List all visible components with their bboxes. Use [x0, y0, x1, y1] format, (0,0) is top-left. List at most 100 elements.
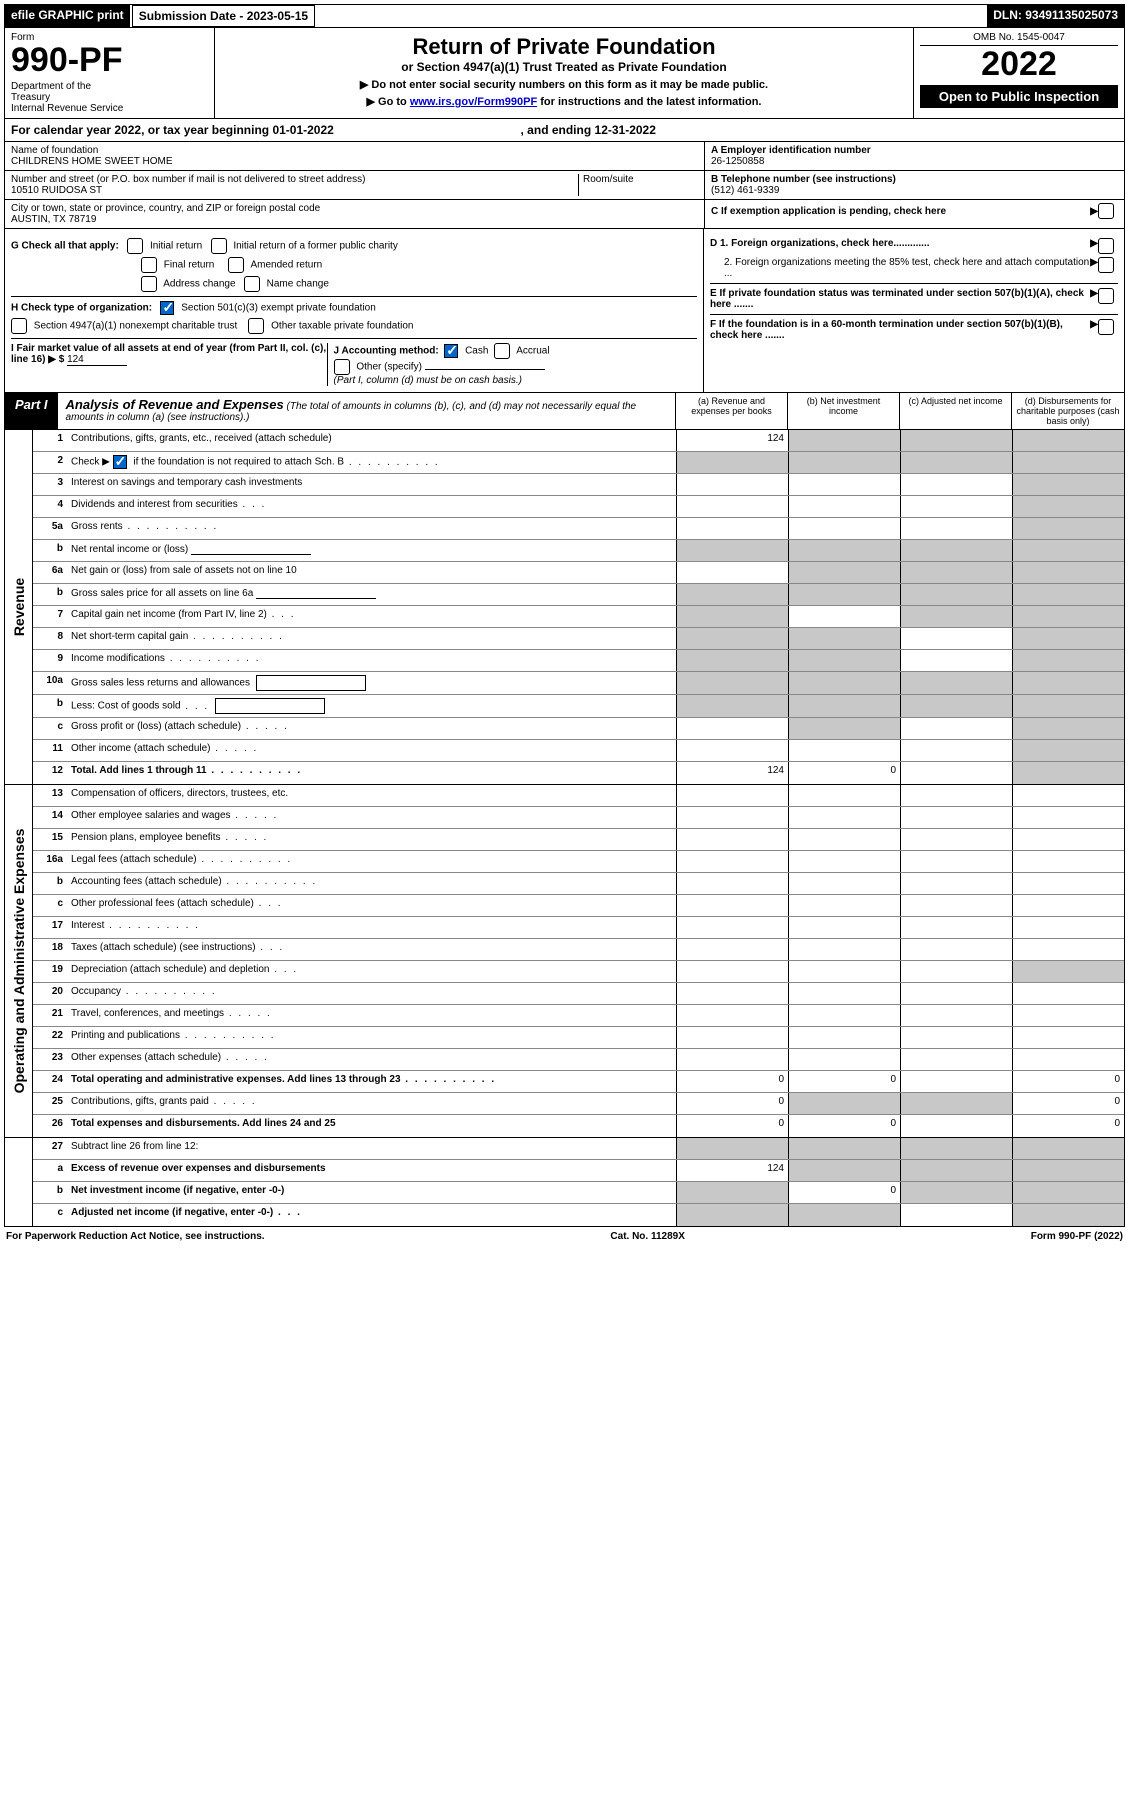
- arrow-icon: ▶: [1090, 288, 1098, 310]
- d1-checkbox[interactable]: [1098, 238, 1114, 254]
- b-label: B Telephone number (see instructions): [711, 174, 896, 185]
- note-suffix: for instructions and the latest informat…: [537, 96, 761, 108]
- line-27c: cAdjusted net income (if negative, enter…: [33, 1204, 1124, 1226]
- arrow-icon: ▶: [1090, 206, 1098, 217]
- f-checkbox[interactable]: [1098, 319, 1114, 335]
- footer: For Paperwork Reduction Act Notice, see …: [4, 1227, 1125, 1246]
- j-accrual-checkbox[interactable]: [494, 343, 510, 359]
- line-24: 24Total operating and administrative exp…: [33, 1071, 1124, 1093]
- g-amended: Amended return: [251, 260, 323, 271]
- line-21: 21Travel, conferences, and meetings: [33, 1005, 1124, 1027]
- addr-label: Number and street (or P.O. box number if…: [11, 174, 365, 185]
- schb-checkbox[interactable]: [113, 455, 127, 469]
- options-right: D 1. Foreign organizations, check here..…: [704, 229, 1124, 392]
- line-4: 4Dividends and interest from securities: [33, 496, 1124, 518]
- col-c: (c) Adjusted net income: [900, 393, 1012, 429]
- h-other-checkbox[interactable]: [248, 318, 264, 334]
- h-4947: Section 4947(a)(1) nonexempt charitable …: [34, 321, 237, 332]
- g-line3: Address change Name change: [11, 276, 697, 292]
- opex-label: Operating and Administrative Expenses: [5, 785, 33, 1137]
- line27-rows: 27Subtract line 26 from line 12: aExcess…: [33, 1138, 1124, 1226]
- line-5a: 5aGross rents: [33, 518, 1124, 540]
- d2-line: 2. Foreign organizations meeting the 85%…: [710, 257, 1118, 279]
- line-23: 23Other expenses (attach schedule): [33, 1049, 1124, 1071]
- form-subtitle: or Section 4947(a)(1) Trust Treated as P…: [221, 60, 907, 74]
- opex-section: Operating and Administrative Expenses 13…: [4, 785, 1125, 1138]
- addr-cell: Number and street (or P.O. box number if…: [5, 171, 704, 200]
- part-title: Analysis of Revenue and Expenses: [66, 397, 284, 412]
- j-other-line: [425, 369, 545, 370]
- line-6a: 6aNet gain or (loss) from sale of assets…: [33, 562, 1124, 584]
- line-16a: 16aLegal fees (attach schedule): [33, 851, 1124, 873]
- g-name-checkbox[interactable]: [244, 276, 260, 292]
- g-name: Name change: [267, 279, 329, 290]
- options-left: G Check all that apply: Initial return I…: [5, 229, 704, 392]
- j-other-checkbox[interactable]: [334, 359, 350, 375]
- h-501c3-checkbox[interactable]: [160, 301, 174, 315]
- identity-block: Name of foundation CHILDRENS HOME SWEET …: [4, 142, 1125, 229]
- line-11: 11Other income (attach schedule): [33, 740, 1124, 762]
- h-4947-checkbox[interactable]: [11, 318, 27, 334]
- g-line2: Final return Amended return: [11, 257, 697, 273]
- opex-rows: 13Compensation of officers, directors, t…: [33, 785, 1124, 1137]
- g-initial-checkbox[interactable]: [127, 238, 143, 254]
- line-10a: 10aGross sales less returns and allowanc…: [33, 672, 1124, 695]
- header-right: OMB No. 1545-0047 2022 Open to Public In…: [914, 28, 1124, 118]
- irs-link[interactable]: www.irs.gov/Form990PF: [410, 96, 537, 108]
- name-label: Name of foundation: [11, 145, 98, 156]
- e-label: E If private foundation status was termi…: [710, 288, 1090, 310]
- j-cash-checkbox[interactable]: [444, 344, 458, 358]
- g-amended-checkbox[interactable]: [228, 257, 244, 273]
- line-26: 26Total expenses and disbursements. Add …: [33, 1115, 1124, 1137]
- phone-cell: B Telephone number (see instructions) (5…: [705, 171, 1124, 200]
- options-grid: G Check all that apply: Initial return I…: [4, 229, 1125, 393]
- c-checkbox[interactable]: [1098, 203, 1114, 219]
- header-left: Form 990-PF Department of theTreasuryInt…: [5, 28, 215, 118]
- f-line: F If the foundation is in a 60-month ter…: [710, 314, 1118, 341]
- street: 10510 RUIDOSA ST: [11, 185, 102, 196]
- g-address-checkbox[interactable]: [141, 276, 157, 292]
- d2-label: 2. Foreign organizations meeting the 85%…: [724, 257, 1090, 279]
- city-label: City or town, state or province, country…: [11, 203, 320, 214]
- e-checkbox[interactable]: [1098, 288, 1114, 304]
- line-15: 15Pension plans, employee benefits: [33, 829, 1124, 851]
- g-address: Address change: [163, 279, 235, 290]
- col-d: (d) Disbursements for charitable purpose…: [1012, 393, 1124, 429]
- line-10b: bLess: Cost of goods sold: [33, 695, 1124, 718]
- g-line: G Check all that apply: Initial return I…: [11, 238, 697, 254]
- line-20: 20Occupancy: [33, 983, 1124, 1005]
- d2-checkbox[interactable]: [1098, 257, 1114, 273]
- h-other: Other taxable private foundation: [271, 321, 413, 332]
- j-other: Other (specify): [356, 362, 422, 373]
- h-line2: Section 4947(a)(1) nonexempt charitable …: [11, 318, 697, 334]
- h-501c3: Section 501(c)(3) exempt private foundat…: [181, 303, 376, 314]
- part-desc: Analysis of Revenue and Expenses (The to…: [58, 393, 675, 429]
- line-27b: bNet investment income (if negative, ent…: [33, 1182, 1124, 1204]
- ij-row: I Fair market value of all assets at end…: [11, 338, 697, 386]
- col-a: (a) Revenue and expenses per books: [676, 393, 788, 429]
- line-6b: bGross sales price for all assets on lin…: [33, 584, 1124, 606]
- input-line: [256, 587, 376, 599]
- part-tag: Part I: [5, 393, 58, 429]
- line-1: 1Contributions, gifts, grants, etc., rec…: [33, 430, 1124, 452]
- j-cash: Cash: [465, 346, 488, 357]
- efile-label[interactable]: efile GRAPHIC print: [5, 5, 132, 27]
- i-value: 124: [67, 354, 127, 366]
- note-prefix: ▶ Go to: [367, 96, 410, 108]
- line-10c: cGross profit or (loss) (attach schedule…: [33, 718, 1124, 740]
- line-5b: bNet rental income or (loss): [33, 540, 1124, 562]
- city-cell: City or town, state or province, country…: [5, 200, 704, 228]
- input-box: [215, 698, 325, 714]
- cy-a: For calendar year 2022, or tax year begi…: [11, 123, 334, 137]
- line-17: 17Interest: [33, 917, 1124, 939]
- col-b: (b) Net investment income: [788, 393, 900, 429]
- line-22: 22Printing and publications: [33, 1027, 1124, 1049]
- g-final-checkbox[interactable]: [141, 257, 157, 273]
- line-14: 14Other employee salaries and wages: [33, 807, 1124, 829]
- footer-right: Form 990-PF (2022): [1031, 1231, 1123, 1242]
- line-8: 8Net short-term capital gain: [33, 628, 1124, 650]
- g-initial-former-checkbox[interactable]: [211, 238, 227, 254]
- line-16b: bAccounting fees (attach schedule): [33, 873, 1124, 895]
- h-label: H Check type of organization:: [11, 303, 152, 314]
- j-block: J Accounting method: Cash Accrual Other …: [327, 343, 697, 386]
